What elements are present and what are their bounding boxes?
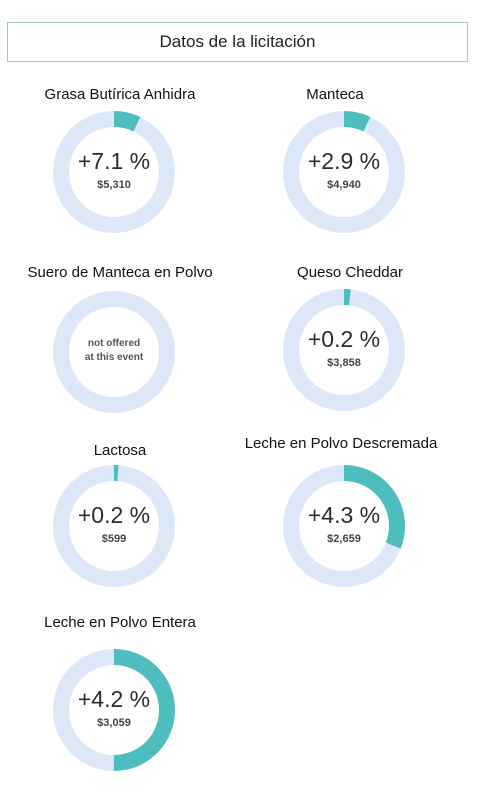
page-title: Datos de la licitación bbox=[7, 22, 468, 62]
product-card: Lactosa +0.2 % $599 bbox=[0, 440, 240, 620]
donut-svg bbox=[283, 465, 405, 587]
donut-chart: +2.9 % $4,940 bbox=[282, 110, 406, 234]
price-value: $2,659 bbox=[327, 533, 361, 545]
change-percent: +7.1 % bbox=[77, 148, 151, 174]
donut-track bbox=[53, 291, 175, 413]
donut-chart: +4.2 % $3,059 bbox=[52, 648, 176, 772]
product-title: Lactosa bbox=[93, 442, 147, 459]
donut-svg bbox=[53, 465, 175, 587]
page-title-text: Datos de la licitación bbox=[159, 32, 316, 51]
price-value: $3,858 bbox=[327, 357, 361, 369]
donut-arc bbox=[283, 465, 405, 587]
donut-svg bbox=[283, 111, 405, 233]
change-percent: +4.2 % bbox=[77, 686, 151, 712]
product-card: Manteca +2.9 % $4,940 bbox=[215, 84, 455, 264]
change-percent: +2.9 % bbox=[307, 148, 381, 174]
product-title: Grasa Butírica Anhidra bbox=[44, 86, 196, 103]
product-title: Suero de Manteca en Polvo bbox=[27, 264, 213, 281]
donut-chart: +0.2 % $3,858 bbox=[282, 288, 406, 412]
donut-chart: +0.2 % $599 bbox=[52, 464, 176, 588]
price-value: $5,310 bbox=[97, 179, 131, 191]
product-card: Queso Cheddar +0.2 % $3,858 bbox=[230, 262, 470, 442]
donut-arc bbox=[53, 111, 175, 233]
product-title: Leche en Polvo Descremada bbox=[244, 435, 438, 452]
product-card: Leche en Polvo Entera +4.2 % $3,059 bbox=[0, 612, 240, 792]
donut-arc bbox=[53, 465, 175, 587]
change-percent: +0.2 % bbox=[307, 326, 381, 352]
donut-svg bbox=[53, 649, 175, 771]
not-offered-line-2: at this event bbox=[84, 352, 144, 363]
donut-chart: +4.3 % $2,659 bbox=[282, 464, 406, 588]
product-card: Leche en Polvo Descremada +4.3 % $2,659 bbox=[221, 433, 461, 613]
product-title: Leche en Polvo Entera bbox=[44, 614, 196, 631]
donut-chart: +7.1 % $5,310 bbox=[52, 110, 176, 234]
donut-arc bbox=[53, 649, 175, 771]
product-title: Queso Cheddar bbox=[297, 264, 403, 281]
not-offered-line-1: not offered bbox=[87, 338, 141, 349]
price-value: $4,940 bbox=[327, 179, 361, 191]
donut-arc bbox=[283, 111, 405, 233]
product-card: Suero de Manteca en Polvo not offered at… bbox=[0, 262, 240, 442]
not-offered-text: not offered at this event bbox=[52, 337, 176, 365]
donut-chart: not offered at this event bbox=[52, 290, 176, 414]
donut-arc bbox=[283, 289, 405, 411]
product-card: Grasa Butírica Anhidra +7.1 % $5,310 bbox=[0, 84, 240, 264]
donut-svg bbox=[53, 111, 175, 233]
change-percent: +4.3 % bbox=[307, 502, 381, 528]
price-value: $3,059 bbox=[97, 717, 131, 729]
donut-svg bbox=[283, 289, 405, 411]
donut-svg bbox=[53, 291, 175, 413]
change-percent: +0.2 % bbox=[77, 502, 151, 528]
product-title: Manteca bbox=[306, 86, 364, 103]
price-value: $599 bbox=[101, 533, 127, 545]
